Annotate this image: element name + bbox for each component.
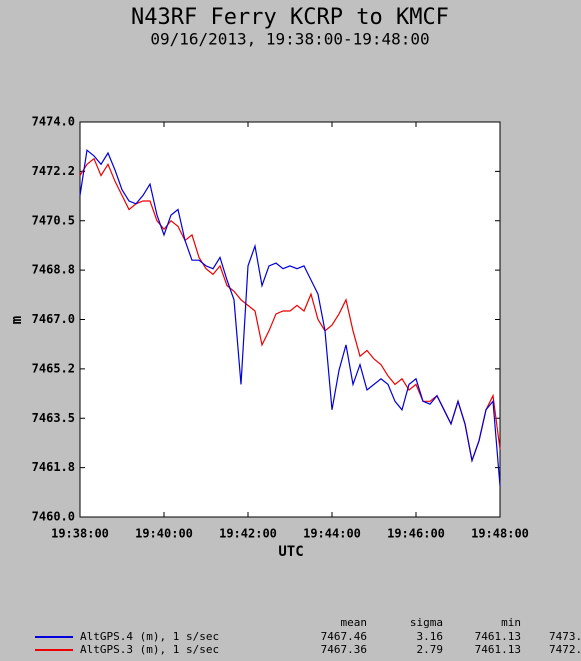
chart-title: N43RF Ferry KCRP to KMCF	[131, 5, 449, 30]
y-tick-label: 7474.0	[32, 115, 75, 129]
x-tick-label: 19:40:00	[135, 527, 193, 541]
legend-label: AltGPS.4 (m), 1 s/sec	[80, 630, 219, 643]
chart-subtitle: 09/16/2013, 19:38:00-19:48:00	[150, 30, 429, 49]
y-tick-label: 7467.0	[32, 312, 75, 326]
y-tick-label: 7461.8	[32, 460, 75, 474]
stats-value: 7467.46	[321, 630, 367, 643]
x-tick-label: 19:42:00	[219, 527, 277, 541]
series-line	[79, 157, 501, 463]
stats-value: 7461.13	[475, 630, 521, 643]
y-axis-label: m	[9, 316, 25, 324]
plot-area	[79, 121, 501, 518]
x-axis-label: UTC	[278, 544, 303, 560]
x-tick-label: 19:38:00	[51, 527, 109, 541]
stats-value: 7473.	[549, 630, 581, 643]
stats-value: 7467.36	[321, 643, 367, 656]
x-tick-label: 19:46:00	[387, 527, 445, 541]
y-tick-label: 7470.5	[32, 213, 75, 227]
x-tick-label: 19:48:00	[471, 527, 529, 541]
legend-label: AltGPS.3 (m), 1 s/sec	[80, 643, 219, 656]
y-tick-label: 7472.2	[32, 164, 75, 178]
y-tick-label: 7465.2	[32, 361, 75, 375]
y-tick-label: 7468.8	[32, 263, 75, 277]
stats-value: 7461.13	[475, 643, 521, 656]
stats-value: 2.79	[417, 643, 444, 656]
series-line	[79, 149, 501, 487]
stats-value: 7472.	[549, 643, 581, 656]
stats-header: mean	[341, 616, 368, 629]
y-tick-label: 7460.0	[32, 510, 75, 524]
stats-header: sigma	[410, 616, 443, 629]
stats-value: 3.16	[417, 630, 444, 643]
x-tick-label: 19:44:00	[303, 527, 361, 541]
stats-header: min	[501, 616, 521, 629]
y-tick-label: 7463.5	[32, 411, 75, 425]
